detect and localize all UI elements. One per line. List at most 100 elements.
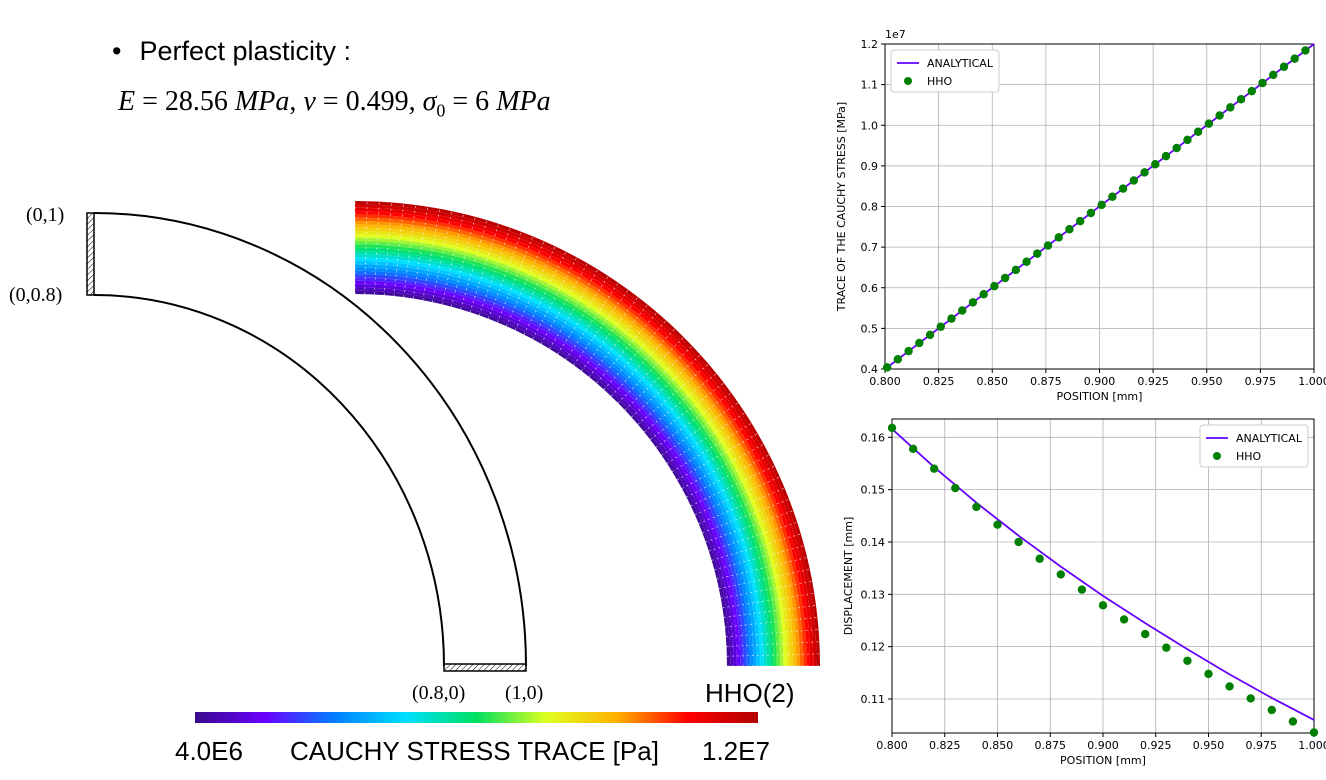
hho-point [1258,78,1267,88]
mesh-line [655,392,732,448]
colorbar-title: CAUCHY STRESS TRACE [Pa] [290,736,659,766]
mesh-line [724,616,818,628]
mesh-line [708,521,798,552]
hho-point [1065,225,1074,234]
colorbar-max-label: 1.2E7 [702,736,770,766]
hho-point [972,502,981,512]
hho-point [1288,717,1298,726]
y-tick-label: 0.16 [861,431,886,444]
hho-point [1098,601,1108,610]
hho-point [1000,273,1010,283]
material-equation: E = 28.56 MPa, ν = 0.499, σ0 = 6 MPa [118,86,551,121]
point-label-1-0: (1,0) [505,682,543,704]
x-axis-label: POSITION [mm] [1060,754,1146,767]
eq-nu-symbol: ν [303,86,316,117]
x-tick-label: 0.900 [1087,739,1119,752]
mesh-line [702,498,790,534]
hho-point [1279,62,1289,71]
mesh-line [364,201,368,295]
x-tick-label: 1.000 [1298,739,1326,752]
mesh-line [496,236,534,323]
bottom-support [443,663,527,672]
hho-point [1247,86,1256,96]
mesh-line [711,533,801,561]
mesh-line [549,269,599,350]
legend-box [890,49,1000,93]
mesh-line [412,206,429,299]
hho-point [887,423,897,433]
y-tick-label: 0.4 [861,363,879,376]
y-tick-label: 0.11 [861,693,886,706]
hho-point [893,355,903,364]
hho-point [1108,192,1117,201]
bullet-item: • Perfect plasticity : [112,36,351,67]
mesh-line [686,454,770,498]
x-tick-label: 0.925 [1137,375,1169,388]
eq-E-symbol: E [118,86,136,117]
hho-point [1183,135,1192,145]
hho-point [1162,643,1171,652]
stress-trace-chart: 0.800 0.825 0.850 0.875 0.900 0.925 0.950 0.975… [835,28,1326,403]
hho-point [947,314,956,323]
hho-point [1183,656,1192,665]
hho-point [1035,554,1044,563]
hho-point [1011,265,1021,275]
eq-E-unit: MPa [234,86,290,117]
x-tick-label: 0.850 [982,739,1014,752]
hho-point [1246,694,1255,703]
mesh-line [581,296,639,372]
mesh-line [557,275,609,355]
mesh-line [588,304,648,378]
y-tick-label: 0.5 [861,322,879,335]
hho-point [1119,615,1129,624]
mesh-line [637,363,709,425]
legend-point-swatch [1213,452,1221,460]
y-tick-label: 0.15 [861,484,886,497]
y-tick-label: 0.8 [861,201,879,214]
eq-nu-value: = 0.499, [315,86,423,117]
hho-point [951,483,960,493]
hho-point [936,322,945,331]
x-tick-label: 0.950 [1191,375,1223,388]
hho-point [915,338,924,348]
legend-label: HHO [927,75,953,88]
hho-point [1309,728,1319,737]
mesh-line [383,202,392,296]
hho-point [925,330,935,340]
mesh-line [469,223,500,313]
colorbar [195,712,758,723]
series-line-analytical [891,428,1315,721]
mesh-line [643,373,717,433]
hho-point [1290,54,1299,63]
mesh-line [573,289,629,366]
y-tick-label: 0.12 [861,641,886,654]
x-tick-label: 0.925 [1140,739,1172,752]
hho-point [1236,95,1246,104]
hho-point [1141,629,1150,639]
hho-point [1118,184,1128,193]
hho-point [958,306,967,315]
x-tick-label: 0.800 [876,739,908,752]
hho-point [993,520,1002,529]
y-offset-label: 1e7 [885,28,906,41]
mesh-line [661,402,739,456]
x-tick-label: 0.800 [869,375,901,388]
eq-sigma-value: = 6 [445,86,497,117]
mesh-line [681,443,764,489]
hho-point [1193,127,1203,136]
mesh-line [624,345,693,411]
mesh-line [487,231,523,319]
geometry-sketch: (0,1) (0,0.8) (0.8,0) (1,0) [9,204,543,704]
mesh-line [393,203,405,297]
mesh-line [718,568,810,590]
hho-point [979,290,988,299]
hho-point [904,346,913,356]
legend-label: ANALYTICAL [1236,432,1303,445]
hho-point [1077,585,1087,594]
mesh-line [649,382,725,440]
mesh-line [478,227,511,316]
colorbar-min-label: 4.0E6 [175,736,243,766]
eq-sigma-unit: MPa [496,86,551,117]
hho-point [968,298,978,307]
